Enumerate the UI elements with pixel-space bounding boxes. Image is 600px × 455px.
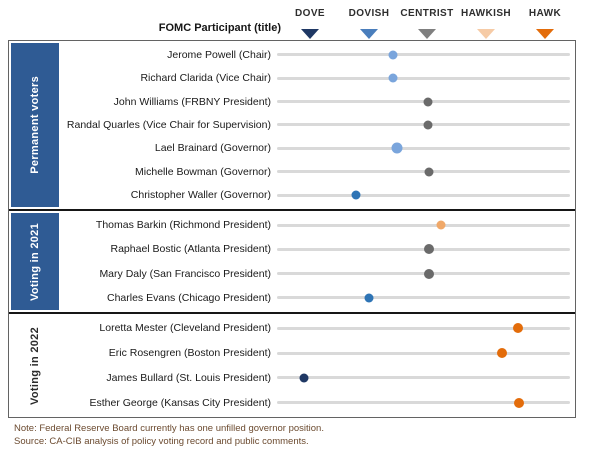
scale-triangle-centrist-icon xyxy=(418,29,436,39)
participant-name: Lael Brainard (Governor) xyxy=(154,142,271,155)
spectrum-track xyxy=(277,268,570,279)
chart-box: Permanent voters Jerome Powell (Chair) Ric… xyxy=(8,40,576,418)
spectrum-track xyxy=(277,397,570,408)
group-label-voting-in-2021: Voting in 2021 xyxy=(11,213,59,310)
participant-name: Thomas Barkin (Richmond President) xyxy=(95,219,271,232)
section-divider xyxy=(9,312,575,314)
spectrum-track xyxy=(277,293,570,303)
spectrum-track xyxy=(277,323,570,334)
spectrum-track xyxy=(277,167,570,177)
participant-row: Jerome Powell (Chair) xyxy=(59,43,575,66)
participant-row: Richard Clarida (Vice Chair) xyxy=(59,66,575,89)
note-line: Note: Federal Reserve Board currently ha… xyxy=(14,423,324,434)
participant-name: Eric Rosengren (Boston President) xyxy=(108,347,271,360)
participant-row: Lael Brainard (Governor) xyxy=(59,137,575,160)
footnotes: Note: Federal Reserve Board currently ha… xyxy=(14,423,324,448)
participant-row: Michelle Bowman (Governor) xyxy=(59,160,575,183)
participant-name: John Williams (FRBNY President) xyxy=(113,95,271,108)
group-label-text: Voting in 2022 xyxy=(29,326,41,405)
participant-row: Eric Rosengren (Boston President) xyxy=(59,341,575,366)
stance-dot xyxy=(424,167,434,177)
stance-dot xyxy=(424,244,435,255)
participant-row: Randal Quarles (Vice Chair for Supervisi… xyxy=(59,113,575,136)
participant-name: Jerome Powell (Chair) xyxy=(167,48,271,61)
scale-triangle-hawk-icon xyxy=(536,29,554,39)
spectrum-track xyxy=(277,190,570,200)
scale-label-centrist: CENTRIST xyxy=(400,8,454,19)
participant-name: Raphael Bostic (Atlanta President) xyxy=(110,243,272,256)
participant-name: Richard Clarida (Vice Chair) xyxy=(140,72,271,85)
section-divider xyxy=(9,209,575,211)
spectrum-track xyxy=(277,97,570,107)
group-label-text: Voting in 2021 xyxy=(29,222,41,301)
spectrum-track xyxy=(277,244,570,255)
scale-label-dovish: DOVISH xyxy=(348,8,390,19)
section-permanent-voters: Permanent voters Jerome Powell (Chair) Ric… xyxy=(9,41,575,209)
group-label-permanent-voters: Permanent voters xyxy=(11,43,59,207)
participant-name: Michelle Bowman (Governor) xyxy=(135,165,271,178)
spectrum-track xyxy=(277,348,570,359)
scale-triangle-hawkish-icon xyxy=(477,29,495,39)
spectrum-track xyxy=(277,373,570,383)
stance-dot xyxy=(497,348,508,359)
group-label-voting-in-2022: Voting in 2022 xyxy=(11,316,59,415)
stance-dot xyxy=(364,293,374,303)
stance-dot xyxy=(514,397,525,408)
stance-dot xyxy=(424,268,435,279)
stance-dot xyxy=(299,373,309,383)
scale-label-dove: DOVE xyxy=(295,8,325,19)
participant-name: Christopher Waller (Governor) xyxy=(130,189,271,202)
stance-dot xyxy=(423,120,433,130)
scale-triangle-dove-icon xyxy=(301,29,319,39)
stance-dot xyxy=(391,142,403,154)
section-voting-in-2022: Voting in 2022 Loretta Mester (Cleveland … xyxy=(9,314,575,417)
participant-name: James Bullard (St. Louis President) xyxy=(106,371,271,384)
participant-name: Esther George (Kansas City President) xyxy=(89,396,272,409)
section-voting-in-2021: Voting in 2021 Thomas Barkin (Richmond Pr… xyxy=(9,211,575,312)
stance-dot xyxy=(388,73,398,83)
spectrum-track xyxy=(277,73,570,83)
group-label-text: Permanent voters xyxy=(29,76,41,174)
stance-dot xyxy=(351,190,361,200)
scale-label-hawkish: HAWKISH xyxy=(460,8,512,19)
participant-row: Christopher Waller (Governor) xyxy=(59,184,575,207)
participant-row: Loretta Mester (Cleveland President) xyxy=(59,316,575,341)
participant-name: Randal Quarles (Vice Chair for Supervisi… xyxy=(66,118,271,131)
stance-dot xyxy=(513,323,524,334)
participant-column-header: FOMC Participant (title) xyxy=(158,22,281,34)
participant-row: James Bullard (St. Louis President) xyxy=(59,366,575,391)
scale-label-hawk: HAWK xyxy=(528,8,562,19)
participant-name: Loretta Mester (Cleveland President) xyxy=(99,322,271,335)
spectrum-track xyxy=(277,142,570,154)
participant-row: Esther George (Kansas City President) xyxy=(59,390,575,415)
participant-row: Raphael Bostic (Atlanta President) xyxy=(59,237,575,261)
participant-row: John Williams (FRBNY President) xyxy=(59,90,575,113)
source-line: Source: CA-CIB analysis of policy voting… xyxy=(14,435,309,447)
spectrum-track xyxy=(277,50,570,60)
participant-name: Charles Evans (Chicago President) xyxy=(107,291,271,304)
spectrum-track xyxy=(277,220,570,230)
stance-dot xyxy=(423,97,433,107)
participant-row: Charles Evans (Chicago President) xyxy=(59,286,575,310)
participant-name: Mary Daly (San Francisco President) xyxy=(99,267,271,280)
stance-dot xyxy=(388,50,398,60)
scale-triangle-dovish-icon xyxy=(360,29,378,39)
stance-dot xyxy=(436,220,446,230)
spectrum-track xyxy=(277,120,570,130)
participant-row: Thomas Barkin (Richmond President) xyxy=(59,213,575,237)
participant-row: Mary Daly (San Francisco President) xyxy=(59,262,575,286)
